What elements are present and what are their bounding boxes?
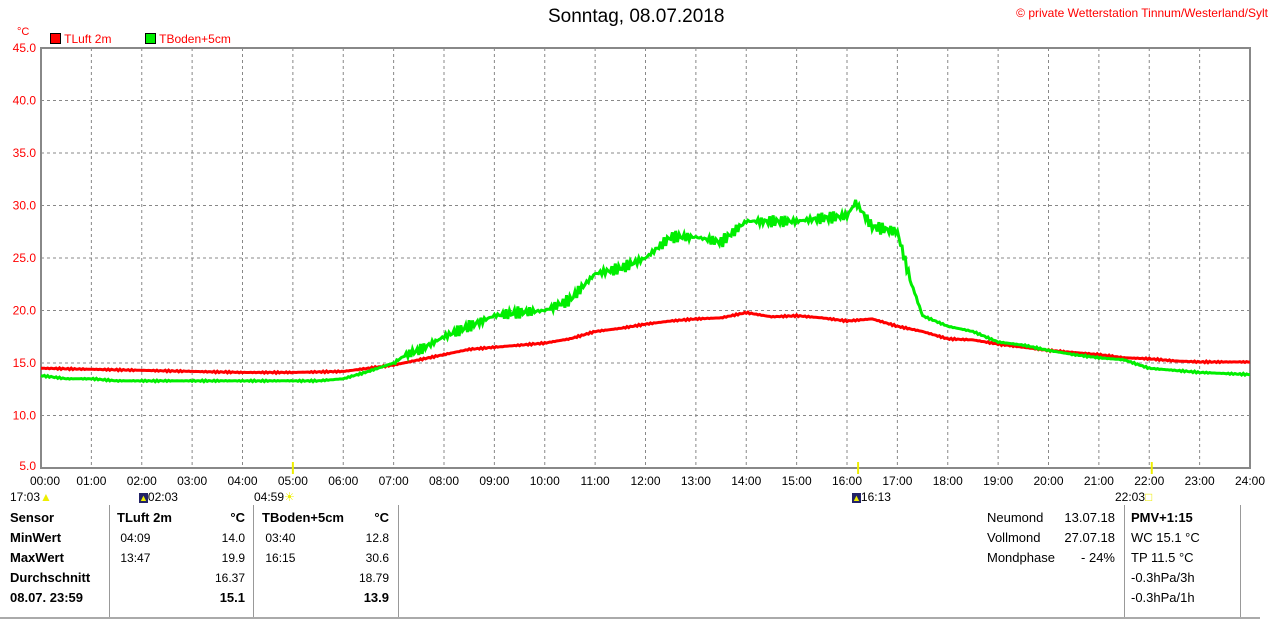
x-tick-label: 19:00: [983, 474, 1013, 488]
dew-point: TP 11.5 °C: [1131, 550, 1194, 565]
y-tick-label: 10.0: [13, 409, 37, 423]
y-tick-label: 25.0: [13, 251, 37, 265]
x-tick-label: 16:00: [832, 474, 862, 488]
header-sensor: Sensor: [10, 510, 55, 525]
sunrise-event: 04:59☀: [254, 490, 295, 504]
stats-labels: Sensor MinWert MaxWert Durchschnitt 08.0…: [10, 508, 90, 608]
sunset-icon: □: [1145, 490, 1153, 504]
stats-tboden: TBoden+5cm °C 03:40 12.8 16:15 30.6 18.79 1…: [262, 510, 389, 605]
moon-event: ▲16:13: [852, 490, 891, 504]
x-tick-label: 03:00: [177, 474, 207, 488]
x-tick-label: 11:00: [581, 474, 610, 488]
pmv: PMV+1:15: [1131, 510, 1193, 525]
legend-item-tboden: TBoden+5cm: [145, 32, 231, 46]
x-tick-label: 12:00: [630, 474, 660, 488]
x-tick-label: 06:00: [328, 474, 358, 488]
legend-item-tluft: TLuft 2m: [50, 32, 111, 46]
legend-label: TLuft 2m: [64, 32, 112, 46]
moonrise-icon: ▲: [139, 493, 148, 503]
legend-swatch: [145, 33, 156, 44]
x-tick-label: 09:00: [479, 474, 509, 488]
row-label: 08.07. 23:59: [10, 590, 84, 605]
x-tick-label: 10:00: [530, 474, 560, 488]
series-line-tboden: [40, 199, 1251, 384]
extra-info: PMV+1:15 WC 15.1 °C TP 11.5 °C -0.3hPa/3…: [1131, 508, 1200, 608]
legend-label: TBoden+5cm: [159, 32, 231, 46]
x-tick-label: 02:00: [127, 474, 157, 488]
y-tick-label: 40.0: [13, 94, 37, 108]
pressure-1h: -0.3hPa/1h: [1131, 590, 1195, 605]
y-tick-label: 15.0: [13, 356, 37, 370]
x-tick-label: 08:00: [429, 474, 459, 488]
y-tick-label: 35.0: [13, 146, 37, 160]
x-tick-label: 17:00: [882, 474, 912, 488]
row-label: Durchschnitt: [10, 570, 91, 585]
x-tick-label: 00:00: [30, 474, 60, 488]
x-tick-label: 13:00: [681, 474, 711, 488]
wind-chill: WC 15.1 °C: [1131, 530, 1200, 545]
moonset-icon: ▲: [40, 490, 52, 504]
row-label: MinWert: [10, 530, 62, 545]
x-tick-label: 14:00: [731, 474, 761, 488]
moonrise-event: ▲02:03: [139, 490, 178, 504]
legend-swatch: [50, 33, 61, 44]
moon-icon: ▲: [852, 493, 861, 503]
x-tick-label: 05:00: [278, 474, 308, 488]
moonset-event: 17:03▲: [10, 490, 52, 504]
moon-info: Neumond 13.07.18 Vollmond 27.07.18 Mondpha…: [987, 510, 1115, 565]
x-tick-label: 01:00: [76, 474, 106, 488]
x-tick-label: 04:00: [227, 474, 257, 488]
y-tick-label: 45.0: [13, 41, 37, 55]
sunset-event: 22:03□: [1115, 490, 1153, 504]
x-tick-label: 18:00: [933, 474, 963, 488]
x-tick-label: 23:00: [1185, 474, 1215, 488]
y-tick-label: 5.0: [19, 459, 36, 473]
x-tick-label: 21:00: [1084, 474, 1114, 488]
stats-tluft: TLuft 2m °C 04:09 14.0 13:47 19.9 16.37 15.…: [117, 510, 245, 605]
copyright: © private Wetterstation Tinnum/Westerlan…: [1016, 6, 1268, 20]
y-unit-label: °C: [17, 26, 30, 38]
x-tick-label: 07:00: [379, 474, 409, 488]
sunrise-icon: ☀: [284, 490, 295, 504]
row-label: MaxWert: [10, 550, 64, 565]
x-tick-label: 22:00: [1134, 474, 1164, 488]
pressure-3h: -0.3hPa/3h: [1131, 570, 1195, 585]
x-tick-label: 20:00: [1033, 474, 1063, 488]
x-tick-label: 24:00: [1235, 474, 1265, 488]
chart-title: Sonntag, 08.07.2018: [548, 6, 725, 27]
x-tick-label: 15:00: [782, 474, 812, 488]
temperature-chart: 5.0 10.0 15.0 20.0 25.0 30.0 35.0 40.0 45.0 00:00…: [13, 41, 1266, 488]
y-tick-label: 20.0: [13, 304, 37, 318]
y-tick-label: 30.0: [13, 199, 37, 213]
